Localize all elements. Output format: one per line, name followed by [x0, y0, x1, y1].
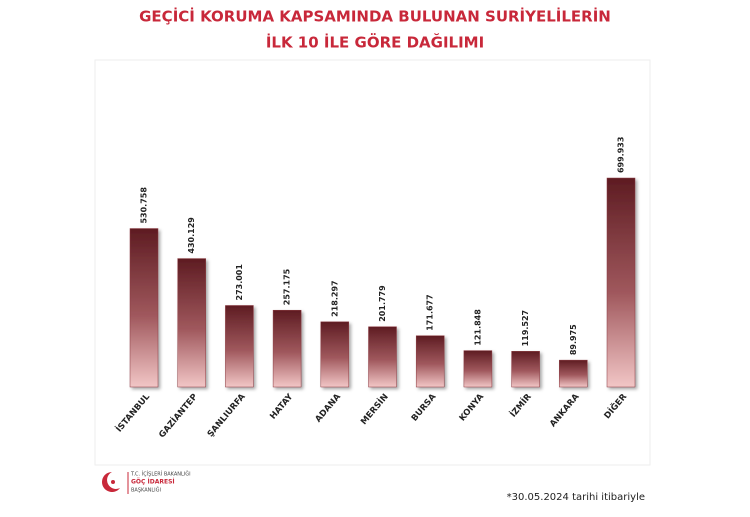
data-label: 430.129 [187, 217, 196, 254]
data-label: 218.297 [330, 280, 339, 316]
chart-title: GEÇİCİ KORUMA KAPSAMINDA BULUNAN SURİYEL… [139, 7, 611, 26]
logo: T.C. İÇİŞLERİ BAKANLIĞI GÖÇ İDARESİ BAŞK… [101, 471, 191, 494]
bar [559, 359, 588, 388]
bar [320, 321, 350, 388]
logo-text: T.C. İÇİŞLERİ BAKANLIĞI [130, 471, 191, 478]
bar [272, 309, 302, 388]
data-label: 171.677 [426, 294, 435, 330]
data-label: 89.975 [569, 324, 578, 355]
bar [415, 335, 445, 388]
footnote: *30.05.2024 tarihi itibariyle [507, 492, 645, 503]
logo-text: GÖÇ İDARESİ [131, 479, 175, 486]
bar [368, 326, 397, 388]
chart-title: İLK 10 İLE GÖRE DAĞILIMI [266, 33, 484, 52]
logo-text: BAŞKANLIĞI [131, 487, 161, 494]
bar [225, 305, 254, 388]
data-label: 119.527 [521, 310, 530, 346]
data-label: 699.933 [617, 137, 626, 173]
bar [606, 177, 636, 388]
bar [129, 228, 159, 388]
bar [463, 350, 493, 388]
logo-star [111, 480, 115, 484]
data-label: 201.779 [378, 285, 387, 322]
data-label: 273.001 [235, 264, 244, 301]
data-label: 121.848 [473, 309, 482, 346]
bar [177, 258, 206, 388]
data-label: 530.758 [140, 187, 149, 224]
logo-crescent [101, 472, 120, 492]
data-label: 257.175 [283, 268, 292, 305]
bar [511, 351, 540, 388]
